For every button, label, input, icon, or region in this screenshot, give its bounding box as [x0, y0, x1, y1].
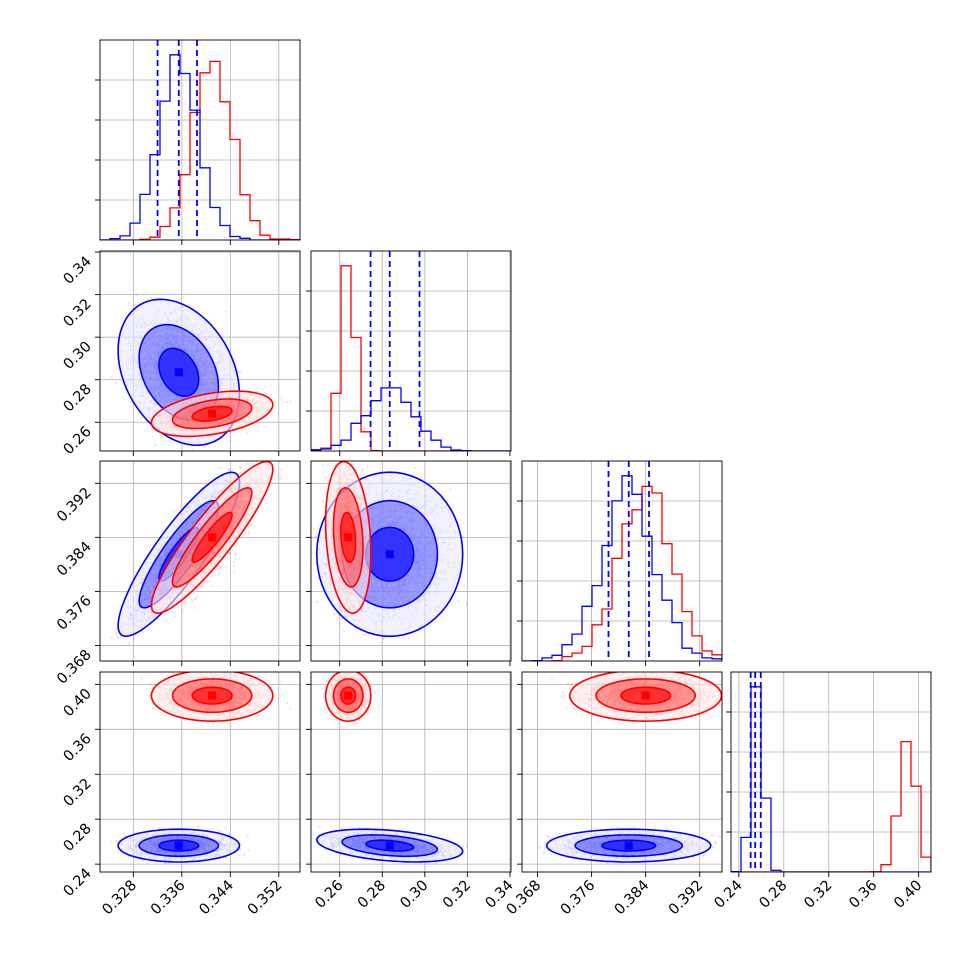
sample-point — [172, 441, 175, 444]
sample-point — [224, 457, 226, 459]
sample-point — [150, 296, 153, 299]
sample-point — [203, 445, 206, 448]
sample-point — [233, 385, 236, 388]
sample-point — [115, 382, 118, 385]
sample-point — [110, 375, 113, 378]
sample-point — [277, 411, 280, 414]
sample-point — [232, 387, 235, 390]
sample-point — [289, 400, 292, 403]
sample-point — [237, 370, 240, 373]
sample-point — [279, 394, 282, 397]
sample-point — [151, 435, 154, 438]
sample-point — [286, 400, 289, 404]
sample-point — [159, 434, 162, 437]
sample-point — [246, 431, 249, 434]
sample-point — [193, 392, 196, 395]
sample-point — [140, 416, 143, 420]
sample-point — [265, 392, 268, 395]
sample-point — [218, 434, 221, 437]
sample-point — [224, 310, 227, 313]
sample-point — [190, 458, 192, 460]
sample-point — [233, 357, 236, 360]
panel-1-0 — [110, 294, 292, 460]
sample-point — [233, 382, 236, 385]
blue-peak-bin — [174, 368, 183, 377]
sample-point — [154, 443, 157, 446]
sample-point — [189, 456, 191, 458]
sample-point — [189, 453, 191, 455]
sample-point — [280, 397, 283, 400]
sample-point — [228, 439, 232, 442]
sample-point — [127, 302, 130, 305]
sample-point — [135, 294, 138, 297]
sample-point — [197, 438, 200, 441]
